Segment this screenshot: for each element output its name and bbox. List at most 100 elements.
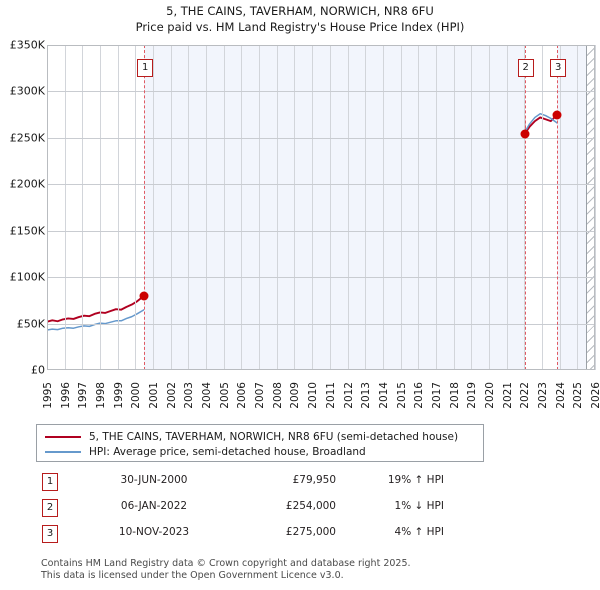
x-axis-tick-label: 2016	[413, 382, 426, 409]
gridline-h	[47, 323, 595, 325]
legend-item-property: 5, THE CAINS, TAVERHAM, NORWICH, NR8 6FU…	[43, 429, 477, 444]
legend-swatch-hpi	[45, 450, 81, 453]
chart-title-block: 5, THE CAINS, TAVERHAM, NORWICH, NR8 6FU…	[0, 3, 600, 35]
transaction-index-badge: 1	[42, 473, 58, 491]
transactions-table: 1 30-JUN-2000 £79,950 19% ↑ HPI 2 06-JAN…	[36, 471, 496, 549]
event-marker-badge-3[interactable]: 3	[550, 59, 567, 77]
transaction-price: £79,950	[292, 474, 336, 486]
ownership-band-1	[144, 45, 525, 370]
y-axis-tick-label: £50K	[16, 317, 45, 331]
gridline-v	[241, 45, 243, 370]
x-axis-tick-label: 2015	[395, 382, 408, 409]
legend-label-hpi: HPI: Average price, semi-detached house,…	[89, 445, 366, 458]
x-axis-tick-label: 2011	[324, 382, 337, 409]
event-marker-line-1	[144, 45, 146, 370]
gridline-v	[329, 45, 331, 370]
x-axis-tick-label: 2013	[360, 382, 373, 409]
y-axis-tick-label: £250K	[9, 131, 45, 145]
chart-x-axis: 1995 1996 1997 1998 1999 2000 2001 2002 2003 2004…	[0, 380, 600, 428]
transaction-hpi-delta: 1% ↓ HPI	[394, 500, 444, 512]
x-axis-tick-label: 2026	[590, 382, 600, 409]
gridline-v	[170, 45, 172, 370]
x-axis-tick-label: 2003	[183, 382, 196, 409]
legend-label-property: 5, THE CAINS, TAVERHAM, NORWICH, NR8 6FU…	[89, 430, 459, 443]
x-axis-tick-label: 2017	[430, 382, 443, 409]
gridline-h	[47, 184, 595, 186]
gridline-v	[488, 45, 490, 370]
chart-legend: 5, THE CAINS, TAVERHAM, NORWICH, NR8 6FU…	[36, 424, 484, 462]
x-axis-tick-label: 2023	[536, 382, 549, 409]
x-axis-tick-label: 2006	[236, 382, 249, 409]
sale-point-2[interactable]	[520, 129, 530, 139]
sale-point-3[interactable]	[552, 110, 562, 120]
x-axis-tick-label: 1995	[42, 382, 54, 409]
gridline-v	[506, 45, 508, 370]
legend-item-hpi: HPI: Average price, semi-detached house,…	[43, 444, 477, 459]
x-axis-tick-label: 2025	[572, 382, 585, 409]
gridline-v	[577, 45, 579, 370]
x-axis-tick-label: 2002	[165, 382, 178, 409]
gridline-v	[276, 45, 278, 370]
sale-point-1[interactable]	[139, 291, 149, 301]
gridline-v	[559, 45, 561, 370]
event-marker-badge-1[interactable]: 1	[137, 59, 154, 77]
event-marker-line-3	[557, 45, 559, 370]
y-axis-tick-label: £200K	[9, 177, 45, 191]
gridline-v	[453, 45, 455, 370]
y-axis-tick-label: £300K	[9, 84, 45, 98]
table-row[interactable]: 3 10-NOV-2023 £275,000 4% ↑ HPI	[36, 523, 496, 549]
gridline-h	[47, 137, 595, 139]
chart-y-axis: £0 £50K £100K £150K £200K £250K £300K £350K	[0, 38, 600, 378]
transaction-price: £275,000	[285, 526, 336, 538]
gridline-v	[223, 45, 225, 370]
y-axis-tick-label: £100K	[9, 270, 45, 284]
x-axis-tick-label: 2012	[342, 382, 355, 409]
event-marker-line-2	[524, 45, 526, 370]
x-axis-tick-label: 2004	[201, 382, 214, 409]
gridline-v	[206, 45, 208, 370]
gridline-v	[188, 45, 190, 370]
transaction-date: 10-NOV-2023	[118, 526, 190, 538]
transaction-hpi-delta: 4% ↑ HPI	[394, 526, 444, 538]
transaction-date: 06-JAN-2022	[120, 500, 188, 512]
y-axis-tick-label: £350K	[9, 38, 45, 52]
licence-line: This data is licensed under the Open Gov…	[41, 569, 344, 581]
x-axis-tick-label: 2022	[519, 382, 532, 409]
gridline-v	[400, 45, 402, 370]
gridline-v	[418, 45, 420, 370]
x-axis-tick-label: 2001	[148, 382, 161, 409]
gridline-v	[294, 45, 296, 370]
gridline-v	[117, 45, 119, 370]
gridline-v	[259, 45, 261, 370]
gridline-v	[471, 45, 473, 370]
future-projection-hatch	[586, 45, 595, 370]
gridline-v	[135, 45, 137, 370]
x-axis-tick-label: 2008	[271, 382, 284, 409]
gridline-v	[82, 45, 84, 370]
event-marker-badge-2[interactable]: 2	[517, 59, 534, 77]
x-axis-tick-label: 2024	[554, 382, 567, 409]
gridline-h	[47, 230, 595, 232]
legend-swatch-property	[45, 435, 81, 438]
copyright-line: Contains HM Land Registry data © Crown c…	[41, 558, 411, 569]
x-axis-tick-label: 2018	[448, 382, 461, 409]
gridline-v	[347, 45, 349, 370]
transaction-hpi-delta: 19% ↑ HPI	[387, 474, 444, 486]
transaction-price: £254,000	[285, 500, 336, 512]
gridline-v	[382, 45, 384, 370]
ownership-band-3	[557, 45, 587, 370]
gridline-v	[541, 45, 543, 370]
gridline-v	[595, 45, 596, 370]
gridline-v	[100, 45, 102, 370]
x-axis-tick-label: 1999	[112, 382, 125, 409]
x-axis-tick-label: 2005	[218, 382, 231, 409]
table-row[interactable]: 2 06-JAN-2022 £254,000 1% ↓ HPI	[36, 497, 496, 523]
x-axis-tick-label: 2007	[254, 382, 267, 409]
x-axis-tick-label: 1998	[95, 382, 108, 409]
y-axis-tick-label: £0	[31, 363, 45, 377]
x-axis-tick-label: 2019	[466, 382, 479, 409]
x-axis-tick-label: 2009	[289, 382, 302, 409]
transaction-index-badge: 2	[42, 499, 58, 517]
table-row[interactable]: 1 30-JUN-2000 £79,950 19% ↑ HPI	[36, 471, 496, 497]
